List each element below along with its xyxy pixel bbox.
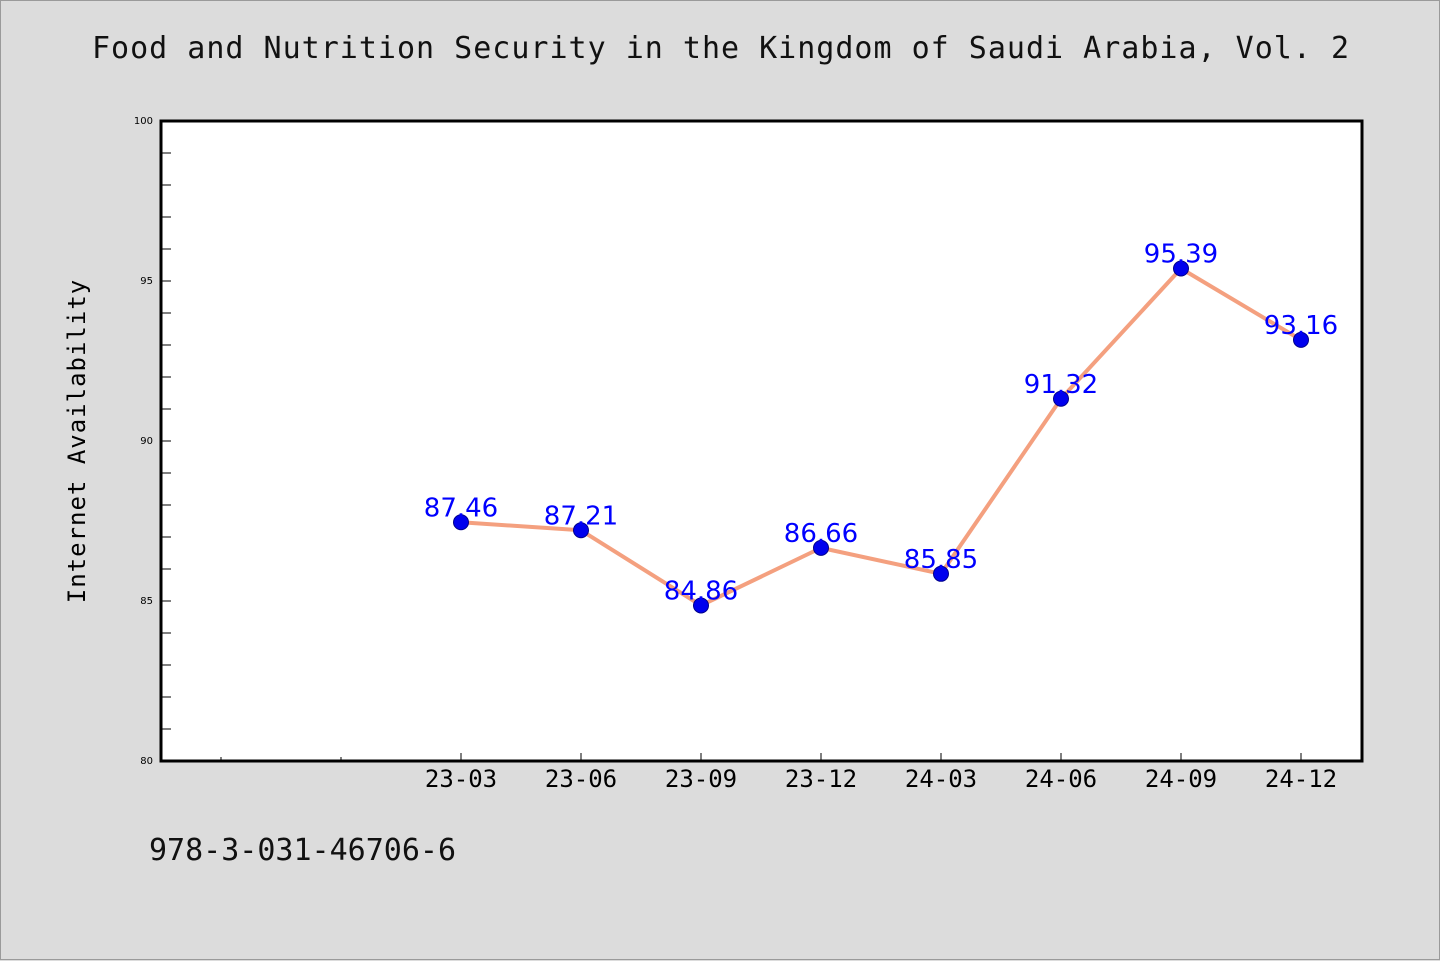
y-tick-label: 85 (140, 596, 153, 607)
plot-frame (159, 119, 1364, 763)
y-tick-label: 90 (140, 436, 153, 447)
y-tick-label: 80 (140, 756, 153, 767)
data-point (1293, 331, 1309, 348)
data-point (693, 597, 709, 614)
x-tick-label: 23-12 (785, 765, 857, 793)
data-point (933, 565, 949, 582)
x-tick-label: 24-09 (1145, 765, 1217, 793)
data-label: 87.21 (544, 501, 618, 531)
data-label: 95.39 (1144, 240, 1218, 270)
data-label: 93.16 (1264, 311, 1338, 341)
data-label: 86.66 (784, 519, 858, 549)
data-label: 84.86 (664, 576, 738, 606)
data-point (813, 539, 829, 556)
x-tick-label: 24-03 (905, 765, 977, 793)
x-tick-label: 23-03 (425, 765, 497, 793)
x-tick-label: 23-09 (665, 765, 737, 793)
data-point (453, 514, 469, 531)
x-tick-label: 24-12 (1265, 765, 1337, 793)
series-line (460, 266, 1303, 608)
data-label: 87.46 (424, 493, 498, 523)
data-point (1053, 390, 1069, 407)
y-tick-label: 95 (140, 276, 153, 287)
chart-title: Food and Nutrition Security in the Kingd… (91, 31, 1351, 66)
data-label: 91.32 (1024, 370, 1098, 400)
x-tick-label: 23-06 (545, 765, 617, 793)
plot-area (161, 121, 1362, 761)
data-point (573, 522, 589, 539)
y-axis-label: Internet Availability (63, 279, 91, 603)
data-label: 85.85 (904, 545, 978, 575)
isbn-text: 978-3-031-46706-6 (149, 833, 457, 868)
x-tick-label: 24-06 (1025, 765, 1097, 793)
data-point (1173, 260, 1189, 277)
y-tick-label: 100 (134, 116, 153, 127)
